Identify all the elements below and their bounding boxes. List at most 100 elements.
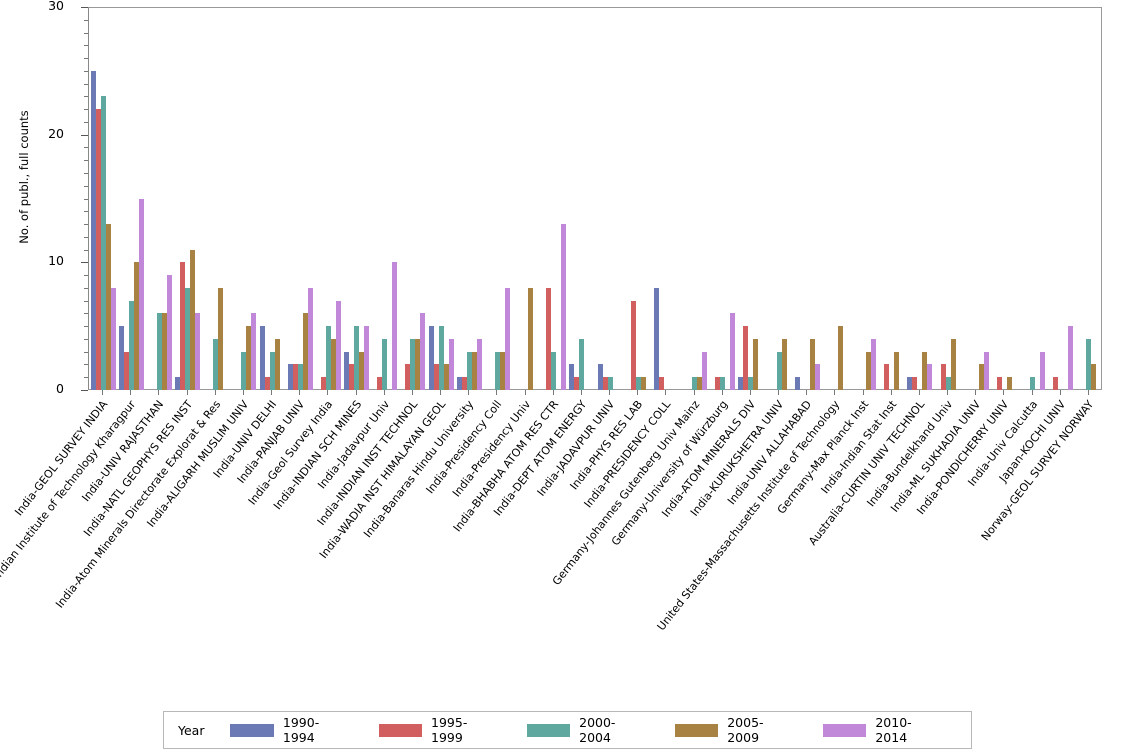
bar[interactable]: [494, 351, 500, 390]
bar[interactable]: [794, 377, 800, 390]
bar[interactable]: [528, 287, 534, 390]
bar[interactable]: [259, 326, 265, 390]
bar[interactable]: [287, 364, 293, 390]
bar[interactable]: [1040, 351, 1046, 390]
bar[interactable]: [405, 364, 411, 390]
bar[interactable]: [428, 326, 434, 390]
bar[interactable]: [697, 377, 703, 390]
bar[interactable]: [597, 364, 603, 390]
bar[interactable]: [720, 377, 726, 390]
bar[interactable]: [320, 377, 326, 390]
bar[interactable]: [978, 364, 984, 390]
bar[interactable]: [190, 249, 196, 390]
bar[interactable]: [292, 364, 298, 390]
bar[interactable]: [241, 351, 247, 390]
legend-entry[interactable]: 2005-2009: [674, 715, 789, 745]
bar[interactable]: [246, 326, 252, 390]
bar[interactable]: [1091, 364, 1097, 390]
bar[interactable]: [123, 351, 129, 390]
bar[interactable]: [837, 326, 843, 390]
bar[interactable]: [175, 377, 181, 390]
chart-legend[interactable]: Year 1990-1994 1995-1999 2000-2004 2005-200…: [163, 711, 972, 749]
bar[interactable]: [359, 351, 365, 390]
bar[interactable]: [1053, 377, 1059, 390]
bar[interactable]: [410, 338, 416, 390]
bar[interactable]: [195, 313, 201, 390]
bar[interactable]: [415, 338, 421, 390]
bar[interactable]: [105, 224, 111, 390]
bar[interactable]: [945, 377, 951, 390]
bar[interactable]: [1006, 377, 1012, 390]
bar[interactable]: [156, 313, 162, 390]
bar[interactable]: [983, 351, 989, 390]
bar[interactable]: [420, 313, 426, 390]
bar[interactable]: [702, 351, 708, 390]
bar[interactable]: [100, 96, 106, 390]
bar[interactable]: [551, 351, 557, 390]
legend-swatch[interactable]: [822, 723, 867, 737]
legend-swatch[interactable]: [526, 723, 571, 737]
bar[interactable]: [927, 364, 933, 390]
legend-swatch[interactable]: [674, 723, 719, 737]
bar[interactable]: [546, 287, 552, 390]
bar[interactable]: [602, 377, 608, 390]
bar[interactable]: [640, 377, 646, 390]
bar[interactable]: [715, 377, 721, 390]
bar[interactable]: [166, 275, 172, 390]
bar[interactable]: [504, 287, 510, 390]
bar[interactable]: [382, 338, 388, 390]
bar[interactable]: [776, 351, 782, 390]
bar[interactable]: [499, 351, 505, 390]
bar[interactable]: [922, 351, 928, 390]
bar[interactable]: [579, 338, 585, 390]
bar[interactable]: [438, 326, 444, 390]
bar[interactable]: [138, 198, 144, 390]
bar[interactable]: [730, 313, 736, 390]
bar[interactable]: [443, 364, 449, 390]
bar[interactable]: [433, 364, 439, 390]
bar[interactable]: [866, 351, 872, 390]
bar[interactable]: [884, 364, 890, 390]
bar[interactable]: [748, 377, 754, 390]
bar[interactable]: [448, 338, 454, 390]
legend-swatch[interactable]: [230, 723, 274, 737]
bar[interactable]: [814, 364, 820, 390]
bar[interactable]: [912, 377, 918, 390]
bar[interactable]: [335, 300, 341, 390]
bar[interactable]: [635, 377, 641, 390]
bar[interactable]: [466, 351, 472, 390]
bar[interactable]: [461, 377, 467, 390]
bar[interactable]: [907, 377, 913, 390]
bar[interactable]: [996, 377, 1002, 390]
bar[interactable]: [653, 287, 659, 390]
bar[interactable]: [297, 364, 303, 390]
bar[interactable]: [269, 351, 275, 390]
bar[interactable]: [781, 338, 787, 390]
bar[interactable]: [569, 364, 575, 390]
bar[interactable]: [185, 287, 191, 390]
bar[interactable]: [344, 351, 350, 390]
bar[interactable]: [110, 287, 116, 390]
bar[interactable]: [871, 338, 877, 390]
legend-swatch[interactable]: [378, 723, 423, 737]
bar[interactable]: [561, 224, 567, 390]
bar[interactable]: [630, 300, 636, 390]
bar[interactable]: [940, 364, 946, 390]
bar[interactable]: [377, 377, 383, 390]
bar[interactable]: [894, 351, 900, 390]
bar[interactable]: [753, 338, 759, 390]
bar[interactable]: [392, 262, 398, 390]
bar[interactable]: [325, 326, 331, 390]
bar[interactable]: [809, 338, 815, 390]
bar[interactable]: [128, 300, 134, 390]
legend-entry[interactable]: 1990-1994: [230, 715, 344, 745]
bar[interactable]: [743, 326, 749, 390]
bar[interactable]: [364, 326, 370, 390]
bar[interactable]: [251, 313, 257, 390]
bar[interactable]: [354, 326, 360, 390]
bar[interactable]: [330, 338, 336, 390]
legend-entry[interactable]: 2000-2004: [526, 715, 641, 745]
bar[interactable]: [307, 287, 313, 390]
bar[interactable]: [349, 364, 355, 390]
bar[interactable]: [456, 377, 462, 390]
